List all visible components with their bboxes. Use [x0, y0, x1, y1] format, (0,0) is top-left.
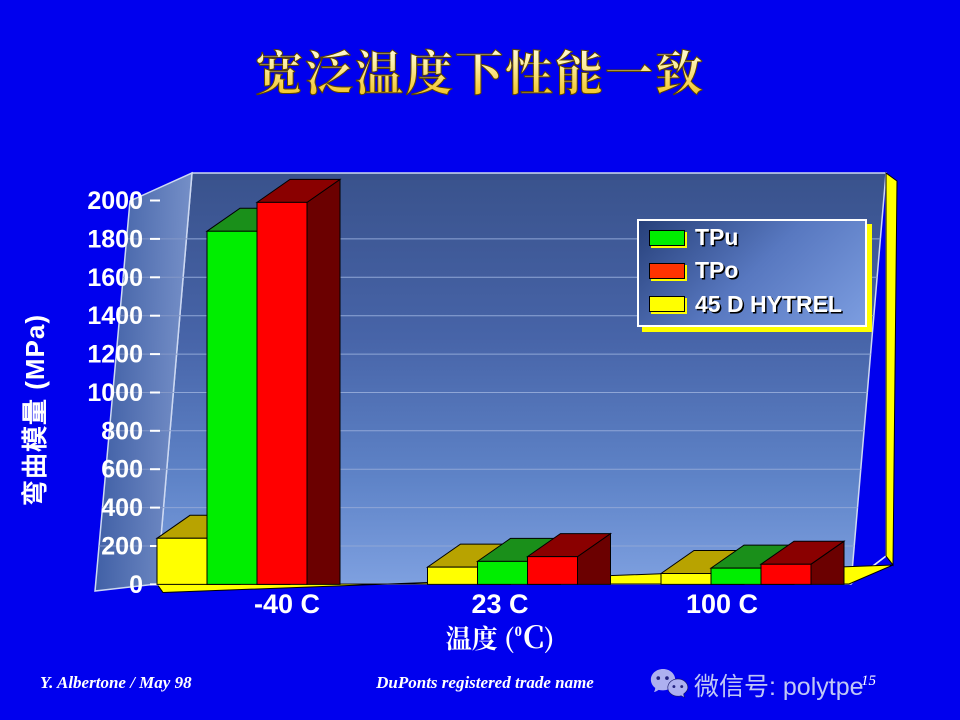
svg-text:200: 200 — [101, 533, 143, 561]
svg-text:1600: 1600 — [87, 264, 143, 292]
svg-text:600: 600 — [101, 456, 143, 484]
svg-text:800: 800 — [101, 417, 143, 445]
svg-text:-40 C: -40 C — [254, 589, 320, 619]
svg-text:1400: 1400 — [87, 302, 143, 330]
svg-text:400: 400 — [101, 494, 143, 522]
svg-text:1200: 1200 — [87, 341, 143, 369]
svg-text:1000: 1000 — [87, 379, 143, 407]
svg-text:温度 (0C): 温度 (0C) — [446, 613, 555, 657]
svg-text:100 C: 100 C — [686, 589, 758, 619]
svg-text:1800: 1800 — [87, 225, 143, 253]
svg-text:0: 0 — [129, 571, 143, 599]
svg-text:2000: 2000 — [87, 187, 143, 215]
svg-text:23 C: 23 C — [471, 589, 528, 619]
